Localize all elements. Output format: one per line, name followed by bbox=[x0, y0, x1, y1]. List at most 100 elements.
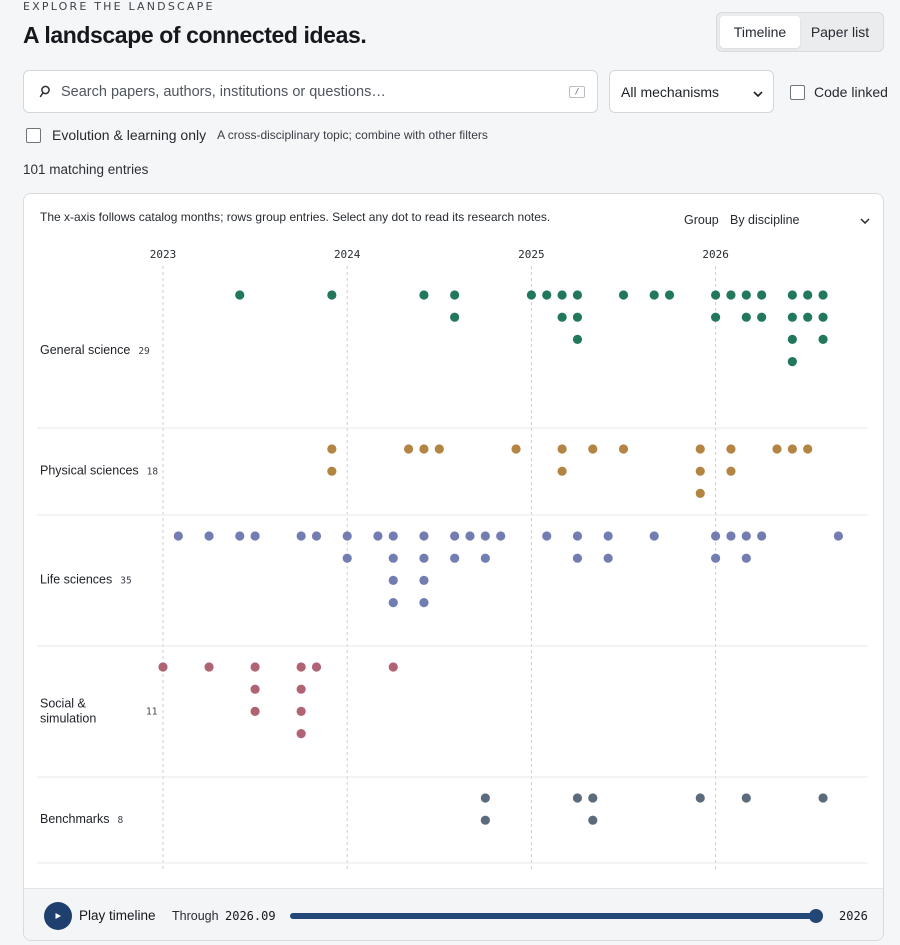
timeline-dot[interactable]: 2026.02 bbox=[726, 444, 736, 454]
timeline-dot[interactable]: 2025.03 bbox=[557, 444, 567, 454]
timeline-dot[interactable]: 2023.06 bbox=[235, 531, 245, 541]
timeline-dot[interactable]: 2024.10 bbox=[480, 793, 490, 803]
timeline-dot[interactable]: 2026.02 bbox=[726, 290, 736, 300]
timeline-dot[interactable]: 2026.03 bbox=[741, 531, 751, 541]
timeline-dot[interactable]: 2026.05 bbox=[772, 444, 782, 454]
timeline-dot[interactable]: 2024.06 bbox=[419, 598, 429, 608]
timeline-dot[interactable]: 2024.04 bbox=[388, 598, 398, 608]
timeline-dot[interactable]: 2025.04 bbox=[572, 531, 583, 541]
timeline-dot[interactable]: 2026.06 bbox=[787, 312, 797, 322]
timeline-dot[interactable]: 2024.09 bbox=[465, 531, 475, 541]
search-input[interactable] bbox=[61, 83, 569, 100]
timeline-dot[interactable]: 2026.09 bbox=[833, 531, 844, 541]
timeline-dot[interactable]: 2025.09 bbox=[649, 290, 659, 300]
timeline-dot[interactable]: 2026.04 bbox=[757, 290, 767, 300]
timeline-dot[interactable]: 2024.12 bbox=[511, 444, 521, 454]
timeline-dot[interactable]: 2026.07 bbox=[803, 290, 813, 300]
timeline-dot[interactable]: 2026.01 bbox=[711, 531, 721, 541]
timeline-dot[interactable]: 2026.07 bbox=[803, 312, 813, 322]
timeline-dot[interactable]: 2025.10 bbox=[664, 290, 675, 300]
timeline-dot[interactable]: 2023.11 bbox=[311, 531, 322, 541]
timeline-dot[interactable]: 2026.02 bbox=[726, 466, 736, 476]
timeline-dot[interactable]: 2025.09 bbox=[649, 531, 659, 541]
timeline-dot[interactable]: 2025.03 bbox=[557, 466, 567, 476]
timeline-dot[interactable]: 2026.03 bbox=[741, 312, 751, 322]
timeline-dot[interactable]: 2025.04 bbox=[572, 290, 583, 300]
timeline-dot[interactable]: 2026.08 bbox=[818, 793, 828, 803]
timeline-dot[interactable]: 2026.02 bbox=[726, 531, 736, 541]
timeline-dot[interactable]: 2025.12 bbox=[695, 488, 705, 498]
timeline-dot[interactable]: 2023.10 bbox=[296, 706, 306, 717]
timeline-dot[interactable]: 2023.10 bbox=[296, 662, 306, 672]
timeline-dot[interactable]: 2026.01 bbox=[711, 553, 721, 563]
timeline-dot[interactable]: 2026.01 bbox=[711, 312, 721, 322]
slider-thumb[interactable] bbox=[809, 909, 823, 923]
timeline-dot[interactable]: 2023.07 bbox=[250, 662, 260, 672]
timeline-dot[interactable]: 2025.12 bbox=[695, 793, 705, 803]
timeline-dot[interactable]: 2024.06 bbox=[419, 290, 429, 300]
timeline-dot[interactable]: 2024.04 bbox=[388, 553, 398, 563]
timeline-dot[interactable]: 2025.01 bbox=[526, 290, 536, 300]
timeline-dot[interactable]: 2023.12 bbox=[327, 290, 337, 300]
timeline-dot[interactable]: 2025.03 bbox=[557, 312, 567, 322]
tab-timeline[interactable]: Timeline bbox=[720, 16, 800, 48]
timeline-dot[interactable]: 2023.10 bbox=[296, 531, 306, 541]
timeline-dot[interactable]: 2024.10 bbox=[480, 531, 490, 541]
timeline-dot[interactable]: 2025.03 bbox=[557, 290, 567, 300]
code-linked-checkbox[interactable] bbox=[790, 84, 805, 100]
timeline-dot[interactable]: 2025.07 bbox=[618, 290, 629, 300]
timeline-dot[interactable]: 2024.01 bbox=[342, 531, 352, 541]
timeline-dot[interactable]: 2026.03 bbox=[741, 793, 751, 803]
timeline-dot[interactable]: 2025.04 bbox=[572, 312, 583, 322]
timeline-dot[interactable]: 2024.08 bbox=[450, 553, 460, 563]
timeline-dot[interactable]: 2024.06 bbox=[419, 575, 429, 585]
timeline-dot[interactable]: 2024.05 bbox=[404, 444, 414, 454]
evolution-checkbox[interactable] bbox=[26, 127, 41, 143]
timeline-dot[interactable]: 2024.06 bbox=[419, 444, 429, 454]
timeline-dot[interactable]: 2026.01 bbox=[711, 290, 721, 300]
timeline-dot[interactable]: 2023.07 bbox=[250, 531, 260, 541]
tab-paper-list[interactable]: Paper list bbox=[810, 24, 870, 40]
timeline-dot[interactable]: 2024.04 bbox=[388, 575, 398, 585]
group-select[interactable]: By discipline bbox=[730, 210, 870, 230]
timeline-dot[interactable]: 2026.04 bbox=[757, 531, 767, 541]
timeline-dot[interactable]: 2026.03 bbox=[741, 553, 751, 563]
timeline-dot[interactable]: 2025.07 bbox=[618, 444, 629, 454]
timeline-slider[interactable] bbox=[290, 909, 823, 923]
timeline-dot[interactable]: 2023.12 bbox=[327, 444, 337, 454]
timeline-dot[interactable]: 2023.07 bbox=[250, 706, 260, 717]
timeline-dot[interactable]: 2025.12 bbox=[695, 466, 705, 476]
timeline-dot[interactable]: 2025.06 bbox=[603, 553, 613, 563]
timeline-dot[interactable]: 2025.12 bbox=[695, 444, 705, 454]
timeline-dot[interactable]: 2025.04 bbox=[572, 334, 583, 344]
timeline-dot[interactable]: 2025.04 bbox=[572, 553, 583, 563]
timeline-dot[interactable]: 2024.08 bbox=[450, 312, 460, 322]
timeline-dot[interactable]: 2024.08 bbox=[450, 531, 460, 541]
timeline-dot[interactable]: 2023.01 bbox=[158, 662, 168, 672]
timeline-dot[interactable]: 2024.06 bbox=[419, 553, 429, 563]
timeline-dot[interactable]: 2025.06 bbox=[603, 531, 613, 541]
timeline-dot[interactable]: 2026.08 bbox=[818, 290, 828, 300]
timeline-dot[interactable]: 2023.07 bbox=[250, 684, 260, 694]
timeline-dot[interactable]: 2025.02 bbox=[542, 531, 552, 541]
timeline-dot[interactable]: 2024.07 bbox=[434, 444, 444, 454]
timeline-dot[interactable]: 2026.06 bbox=[787, 444, 797, 454]
play-button[interactable] bbox=[44, 902, 72, 930]
timeline-dot[interactable]: 2026.03 bbox=[741, 290, 751, 300]
timeline-dot[interactable]: 2024.06 bbox=[419, 531, 429, 541]
timeline-dot[interactable]: 2023.10 bbox=[296, 729, 306, 739]
timeline-dot[interactable]: 2024.11 bbox=[496, 531, 506, 541]
timeline-dot[interactable]: 2026.08 bbox=[818, 312, 828, 322]
timeline-dot[interactable]: 2024.08 bbox=[450, 290, 460, 300]
timeline-dot[interactable]: 2023.06 bbox=[235, 290, 245, 300]
timeline-dot[interactable]: 2026.06 bbox=[787, 334, 797, 344]
timeline-dot[interactable]: 2024.04 bbox=[388, 531, 398, 541]
timeline-dot[interactable]: 2025.02 bbox=[542, 290, 552, 300]
timeline-dot[interactable]: 2025.05 bbox=[588, 815, 598, 825]
timeline-dot[interactable]: 2024.03 bbox=[373, 531, 383, 541]
timeline-dot[interactable]: 2024.10 bbox=[480, 815, 490, 825]
timeline-dot[interactable]: 2024.10 bbox=[480, 553, 490, 563]
timeline-dot[interactable]: 2023.04 bbox=[204, 662, 214, 672]
timeline-dot[interactable]: 2025.05 bbox=[588, 444, 598, 454]
timeline-dot[interactable]: 2023.10 bbox=[296, 684, 306, 694]
